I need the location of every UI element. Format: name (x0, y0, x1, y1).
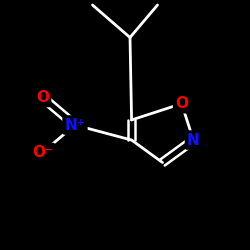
Text: N: N (187, 132, 200, 148)
Text: N⁺: N⁺ (64, 118, 86, 132)
Text: O: O (175, 96, 188, 111)
Text: O⁻: O⁻ (32, 145, 53, 160)
Text: O: O (36, 90, 49, 105)
